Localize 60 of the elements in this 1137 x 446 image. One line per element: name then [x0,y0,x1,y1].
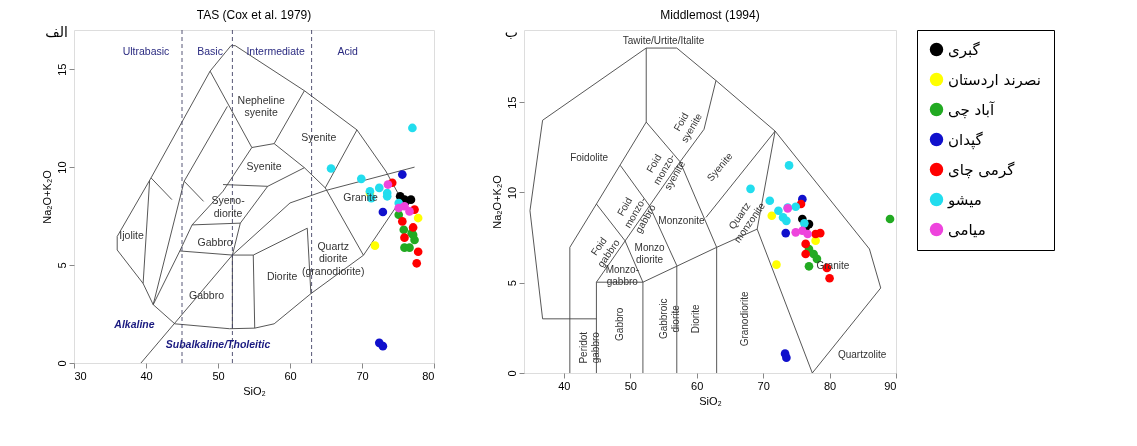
x-tick-label: 30 [74,369,87,382]
y-axis-title: Na₂O+K₂O [490,174,503,229]
x-tick-label: 60 [284,369,297,382]
annotation: Syenite [301,130,337,143]
x-tick-label: 80 [422,369,435,382]
y-tick-label: 10 [55,161,68,174]
y-tick-label: 0 [55,360,68,367]
annotation: Nepheline syenite [237,93,285,119]
annotation: Syeno- diorite [211,194,246,219]
annotation: Ijolite [119,229,145,242]
annotation: Gabbro [188,289,225,302]
x-tick-label: 90 [884,379,897,392]
x-tick-label: 40 [558,379,571,392]
annotation: Granite [816,260,850,272]
x-tick-label: 60 [691,379,704,392]
annotation: Subalkaline/Tholeitic [165,337,271,350]
legend-label: گرمی چای [948,160,1016,179]
annotation: Alkaline [113,318,155,331]
x-tick-label: 70 [356,369,369,382]
annotation: Gabbro [197,236,233,249]
annotation: Acid [337,44,358,57]
text: الف [45,24,68,40]
annotation: Monzonite [658,215,705,227]
x-axis-title: SiO₂ [243,384,266,397]
y-axis-title: Na₂O+K₂O [40,169,53,224]
text: ب [504,24,518,40]
annotation: Diorite [266,269,298,282]
y-tick-label: 5 [55,262,68,269]
annotation: Peridot gabbro [577,331,601,364]
chart-title: TAS (Cox et al. 1979) [196,8,312,22]
y-tick-label: 15 [55,63,68,76]
x-tick-label: 50 [624,379,637,392]
x-tick-label: 80 [823,379,837,392]
legend-label: میامی [948,220,986,239]
annotation: Basic [197,44,223,57]
annotation: Intermediate [246,44,305,57]
y-tick-label: 5 [505,280,518,287]
annotation: Gabbro [614,307,626,341]
annotation: Foidolite [570,152,609,164]
annotation: Tawite/Urtite/Italite [622,34,705,46]
legend-label: میشو [947,190,982,209]
annotation: Granodiorite [738,290,750,347]
annotation: Monzo diorite [634,242,665,266]
annotation: Syenite [246,160,282,173]
annotation: Gabbroic diorite [657,298,681,340]
chart-title: Middlemost (1994) [660,8,760,22]
annotation: Ultrabasic [122,44,170,57]
x-tick-label: 50 [212,369,225,382]
legend-label: آباد چی [948,100,995,119]
annotation: Quartzolite [837,349,887,361]
legend-label: گپدان [948,130,984,150]
x-tick-label: 70 [757,379,770,392]
y-tick-label: 10 [505,186,518,200]
x-axis-title: SiO₂ [699,394,722,407]
legend-label: نصرند اردستان [948,70,1042,89]
x-tick-label: 40 [140,369,153,382]
legend-label: گبری [948,40,981,59]
y-tick-label: 15 [505,96,518,109]
annotation: Diorite [690,303,702,334]
y-tick-label: 0 [505,370,518,377]
